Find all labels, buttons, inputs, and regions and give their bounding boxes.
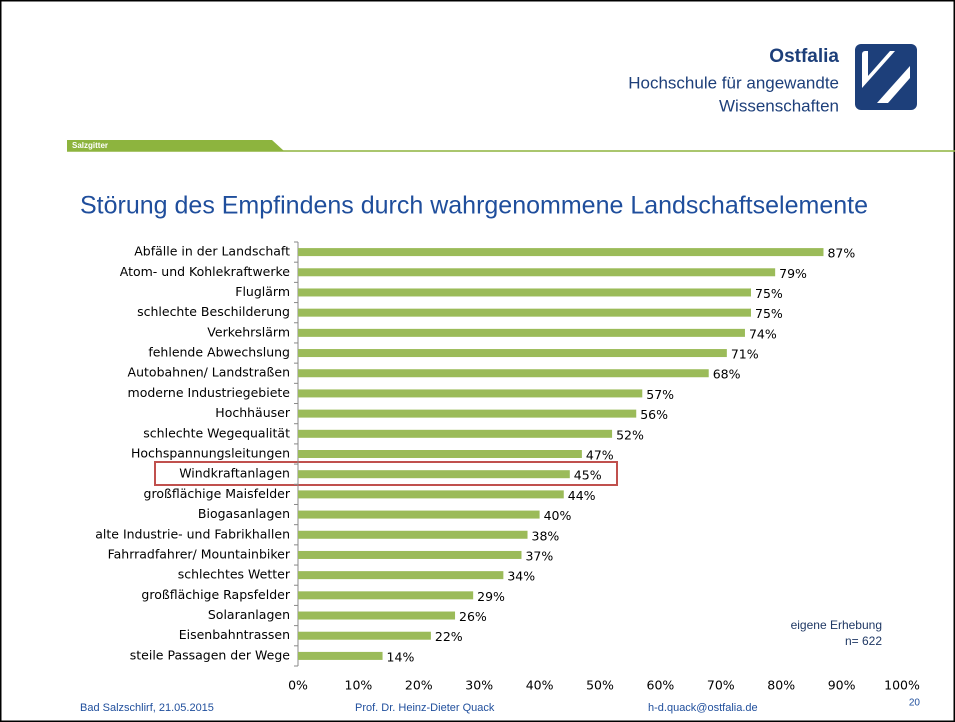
x-tick-label: 90% <box>828 678 856 693</box>
bar <box>298 571 504 580</box>
bar <box>298 591 474 600</box>
bar <box>298 510 540 519</box>
x-tick-label: 80% <box>767 678 795 693</box>
category-label: Fluglärm <box>235 284 290 299</box>
x-tick-label: 60% <box>647 678 675 693</box>
value-label: 34% <box>507 569 535 584</box>
category-label: schlechtes Wetter <box>178 567 291 582</box>
bar <box>298 611 456 620</box>
campus: Salzgitter <box>72 141 108 150</box>
value-label: 71% <box>731 347 759 362</box>
bar <box>298 268 776 277</box>
page-number: 20 <box>909 698 921 709</box>
footer-email: h-d.quack@ostfalia.de <box>648 702 758 714</box>
x-tick-label: 0% <box>288 678 308 693</box>
x-tick-label: 10% <box>345 678 373 693</box>
highlight-box <box>154 461 618 486</box>
category-label: großflächige Maisfelder <box>144 486 291 501</box>
value-label: 75% <box>755 286 783 301</box>
value-label: 57% <box>646 387 674 402</box>
category-label: Hochspannungsleitungen <box>131 446 290 461</box>
category-label: schlechte Beschilderung <box>137 304 290 319</box>
value-label: 29% <box>477 589 505 604</box>
institution-line: Hochschule für angewandte <box>628 73 839 92</box>
bar <box>298 288 751 297</box>
category-label: Hochhäuser <box>215 405 291 420</box>
value-label: 45% <box>574 468 602 483</box>
value-label: 87% <box>827 246 855 261</box>
bar <box>298 429 613 438</box>
x-tick-label: 70% <box>707 678 735 693</box>
bar <box>298 631 431 640</box>
bar <box>298 490 564 499</box>
category-label: Verkehrslärm <box>207 324 290 339</box>
category-label: Solaranlagen <box>208 607 290 622</box>
institution-line: Wissenschaften <box>719 96 839 115</box>
bar <box>298 550 522 559</box>
bar <box>298 530 528 539</box>
chart-title: Störung des Empfindens durch wahrgenomme… <box>80 192 868 220</box>
category-label: Fahrradfahrer/ Mountainbiker <box>108 546 291 561</box>
category-label: Biogasanlagen <box>198 506 290 521</box>
annotation: n= 622 <box>845 634 882 648</box>
category-label: schlechte Wegequalität <box>143 425 290 440</box>
category-label: Windkraftanlagen <box>179 466 290 481</box>
category-label: großflächige Rapsfelder <box>141 587 290 602</box>
bar <box>298 369 709 378</box>
x-tick-label: 100% <box>884 678 920 693</box>
value-label: 37% <box>525 548 553 563</box>
category-label: fehlende Abwechslung <box>148 345 290 360</box>
value-label: 52% <box>616 427 644 442</box>
bar <box>298 389 643 398</box>
campus-tab <box>67 140 284 151</box>
value-label: 47% <box>586 448 614 463</box>
category-label: Eisenbahntrassen <box>179 627 290 642</box>
value-label: 74% <box>749 326 777 341</box>
value-label: 26% <box>459 609 487 624</box>
bar <box>298 308 751 317</box>
x-tick-label: 50% <box>586 678 614 693</box>
x-tick-label: 40% <box>526 678 554 693</box>
bar <box>298 328 745 337</box>
footer-place-date: Bad Salzschlirf, 21.05.2015 <box>80 702 214 714</box>
logo <box>855 44 917 110</box>
category-label: moderne Industriegebiete <box>128 385 291 400</box>
bar <box>298 651 383 660</box>
bar <box>298 470 570 479</box>
bar <box>298 450 582 458</box>
bar <box>298 248 824 257</box>
category-label: Atom- und Kohlekraftwerke <box>120 264 291 279</box>
value-label: 14% <box>387 649 415 664</box>
bar <box>298 349 727 358</box>
category-label: Abfälle in der Landschaft <box>134 244 290 259</box>
category-label: Autobahnen/ Landstraßen <box>128 365 290 380</box>
value-label: 44% <box>568 488 596 503</box>
annotation: eigene Erhebung <box>791 618 882 632</box>
value-label: 22% <box>435 629 463 644</box>
value-label: 79% <box>779 266 807 281</box>
value-label: 38% <box>532 528 560 543</box>
x-tick-label: 30% <box>465 678 493 693</box>
category-label: steile Passagen der Wege <box>130 647 291 662</box>
institution: Ostfalia <box>769 46 839 67</box>
value-label: 40% <box>544 508 572 523</box>
bar <box>298 409 637 418</box>
category-label: alte Industrie- und Fabrikhallen <box>95 526 290 541</box>
footer-author: Prof. Dr. Heinz-Dieter Quack <box>355 702 495 714</box>
value-label: 68% <box>713 367 741 382</box>
x-tick-label: 20% <box>405 678 433 693</box>
value-label: 75% <box>755 306 783 321</box>
value-label: 56% <box>640 407 668 422</box>
